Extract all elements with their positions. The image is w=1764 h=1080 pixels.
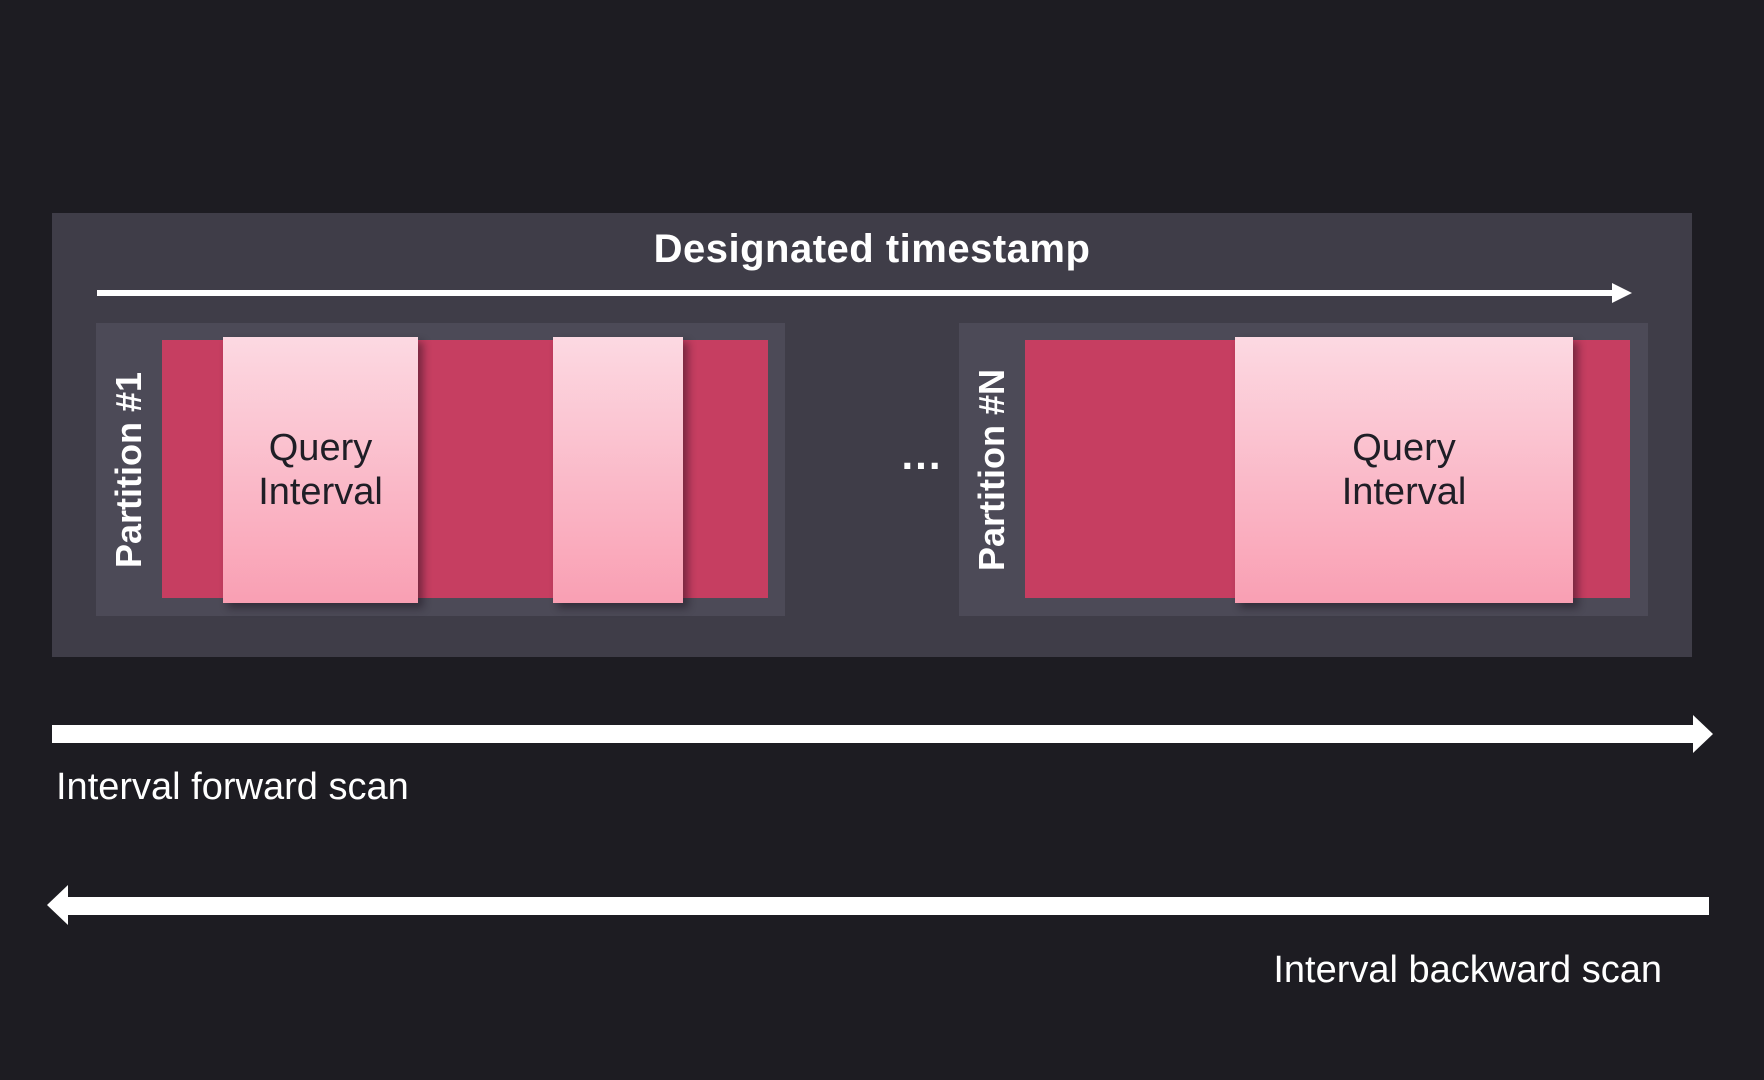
partition-1-box: Partition #1 Query Interval (96, 323, 785, 616)
forward-scan-label: Interval forward scan (56, 766, 409, 808)
partition-n-label: Partition #N (971, 368, 1012, 572)
query-interval-label-3: Query Interval (1341, 426, 1467, 513)
backward-scan-arrowhead-icon (47, 885, 68, 925)
backward-scan-label: Interval backward scan (1273, 949, 1662, 991)
query-interval-box-3: Query Interval (1235, 337, 1573, 603)
forward-scan-arrow (52, 725, 1694, 743)
partition-n-box: Partition #N Query Interval (959, 323, 1648, 616)
panel-title: Designated timestamp (653, 227, 1091, 271)
designated-timestamp-panel: Designated timestamp Partition #1 Query … (52, 213, 1692, 657)
partitions-ellipsis: ... (901, 431, 943, 478)
forward-scan-arrowhead-icon (1693, 715, 1713, 753)
query-interval-box-1: Query Interval (223, 337, 418, 603)
query-interval-label-1: Query Interval (258, 426, 383, 513)
backward-scan-arrow (68, 897, 1709, 915)
partition-1-label: Partition #1 (108, 371, 149, 569)
query-interval-box-2 (553, 337, 683, 603)
designated-timestamp-arrow (97, 290, 1612, 296)
designated-timestamp-arrowhead-icon (1612, 283, 1632, 303)
